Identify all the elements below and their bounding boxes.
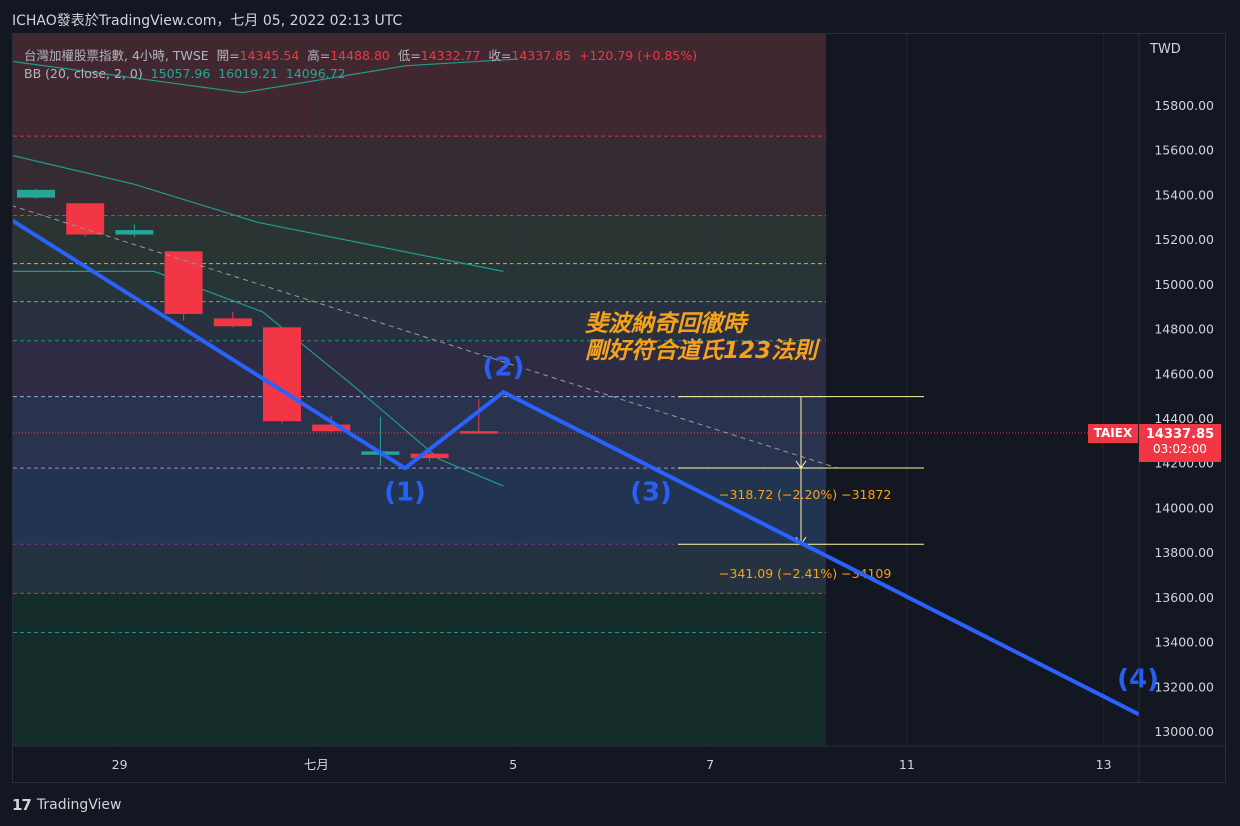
measure-arrow-head	[795, 460, 807, 469]
candle-body	[115, 230, 154, 235]
y-tick-label: 13600.00	[1154, 590, 1214, 605]
y-tick-label: 15200.00	[1154, 232, 1214, 247]
y-tick-label: 13400.00	[1154, 635, 1214, 650]
footer[interactable]: 17 TradingView	[12, 796, 121, 814]
fib-band	[13, 593, 826, 633]
fib-band	[13, 544, 826, 594]
legend-high-label: 高=	[307, 48, 331, 63]
x-tick-label: 29	[112, 757, 128, 772]
legend-close: 14337.85	[511, 48, 572, 63]
legend-low: 14332.77	[420, 48, 481, 63]
fib-band	[13, 468, 826, 545]
dow-123-wave-line	[13, 218, 1139, 717]
y-tick-label: 13800.00	[1154, 545, 1214, 560]
fib-band	[13, 632, 826, 746]
currency-label: TWD	[1150, 42, 1181, 57]
fib-band	[13, 136, 826, 216]
wave-label: (2)	[482, 352, 524, 382]
x-tick-label: 11	[899, 757, 915, 772]
candle-body	[459, 431, 498, 434]
measure-label-1: −318.72 (−2.20%) −31872	[719, 487, 891, 502]
bb-label: BB (20, close, 2, 0)	[24, 66, 143, 81]
fib-band	[13, 34, 826, 137]
annotation-line-1: 斐波納奇回徹時	[585, 311, 746, 337]
candle-body	[312, 424, 351, 432]
legend-open-label: 開=	[216, 48, 240, 63]
x-tick-label: 7	[706, 757, 714, 772]
legend-change: +120.79 (+0.85%)	[579, 48, 698, 63]
footer-brand: TradingView	[36, 797, 122, 813]
tradingview-logo-icon: 17	[12, 796, 32, 814]
y-tick-label: 13000.00	[1154, 724, 1214, 739]
bb-basis-value: 15057.96	[150, 66, 211, 81]
bollinger-lower-line	[13, 270, 504, 487]
bb-upper-value: 16019.21	[218, 66, 278, 81]
symbol-tag: TAIEX	[1088, 424, 1138, 443]
y-tick-label: 14600.00	[1154, 366, 1214, 381]
x-tick-label: 七月	[304, 757, 329, 772]
legend-low-label: 低=	[397, 48, 421, 63]
legend-open: 14345.54	[239, 48, 300, 63]
y-tick-label: 15400.00	[1154, 187, 1214, 202]
wave-label: (1)	[384, 478, 426, 508]
publish-title: ICHAO發表於TradingView.com，七月 05, 2022 02:1…	[12, 13, 403, 29]
annotation-line-2: 剛好符合道氏123法則	[585, 338, 818, 364]
legend-high: 14488.80	[330, 48, 390, 63]
legend-close-label: 收=	[488, 48, 512, 63]
legend-symbol: 台灣加權股票指數, 4小時, TWSE	[24, 48, 209, 63]
y-tick-label: 15600.00	[1154, 143, 1214, 158]
y-tick-label: 14000.00	[1154, 500, 1214, 515]
bollinger-upper-line	[13, 58, 519, 94]
y-tick-label: 13200.00	[1154, 679, 1214, 694]
candle-body	[263, 327, 301, 422]
last-price-tag: 14337.85 03:02:00	[1139, 424, 1221, 462]
wave-label: (3)	[630, 478, 672, 508]
measure-label-2: −341.09 (−2.41%) −34109	[719, 566, 891, 581]
fib-band	[13, 340, 826, 397]
candle-body	[213, 318, 252, 327]
annotation-text: 斐波納奇回徹時 剛好符合道氏123法則	[585, 311, 817, 365]
candle-body	[164, 251, 203, 314]
x-tick-label: 13	[1096, 757, 1112, 772]
candle-body	[410, 453, 449, 459]
wave-label: (4)	[1117, 664, 1159, 694]
last-price: 14337.85	[1145, 427, 1215, 442]
bb-legend: BB (20, close, 2, 0) 15057.96 16019.21 1…	[24, 66, 346, 81]
y-tick-label: 15000.00	[1154, 277, 1214, 292]
bb-lower-value: 14096.72	[285, 66, 346, 81]
candle-body	[66, 203, 105, 235]
bollinger-basis-line	[13, 154, 504, 272]
y-tick-label: 15800.00	[1154, 98, 1214, 113]
y-tick-label: 14400.00	[1154, 411, 1214, 426]
fib-band	[13, 263, 826, 302]
trend-dashed-line	[13, 205, 839, 469]
x-tick-label: 5	[509, 757, 517, 772]
candle-body	[17, 189, 55, 198]
y-tick-label: 14800.00	[1154, 322, 1214, 337]
price-legend: 台灣加權股票指數, 4小時, TWSE 開=14345.54 高=14488.8…	[24, 45, 697, 64]
fib-band	[13, 215, 826, 264]
bar-countdown: 03:02:00	[1153, 442, 1207, 456]
top-bar: ICHAO發表於TradingView.com，七月 05, 2022 02:1…	[0, 0, 1240, 38]
